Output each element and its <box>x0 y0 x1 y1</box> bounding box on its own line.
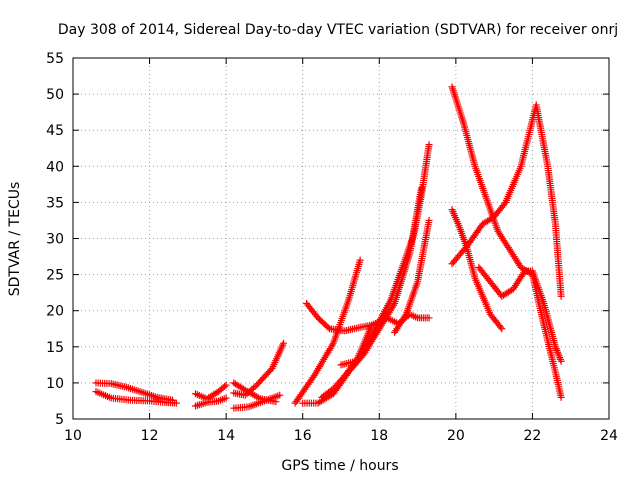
data-point <box>356 256 364 264</box>
series-arc-p <box>448 101 565 300</box>
plot-frame <box>72 57 610 420</box>
y-tick-label: 15 <box>46 340 64 356</box>
series-arc-g <box>230 379 280 406</box>
x-tick-label: 14 <box>217 428 235 444</box>
x-tick-label: 24 <box>600 428 618 444</box>
series-arc-n <box>448 206 506 333</box>
x-tick-label: 10 <box>64 428 82 444</box>
data-point <box>221 382 229 390</box>
data-point <box>172 399 180 407</box>
data-point <box>557 292 565 300</box>
series-arc-k <box>318 141 433 401</box>
series-arc-f <box>230 339 288 399</box>
data-point <box>240 385 248 393</box>
series-arc-d <box>192 394 230 410</box>
data-point <box>425 314 433 322</box>
series-arc-m <box>391 216 433 336</box>
data-point <box>324 323 332 331</box>
y-tick-label: 40 <box>46 159 64 175</box>
y-tick-label: 30 <box>46 232 64 248</box>
y-tick-label: 35 <box>46 195 64 211</box>
data-point <box>251 383 259 391</box>
data-point <box>500 200 508 208</box>
data-point <box>557 357 565 365</box>
y-tick-label: 20 <box>46 304 64 320</box>
y-tick-label: 5 <box>55 412 64 428</box>
x-tick-label: 20 <box>447 428 465 444</box>
y-tick-label: 50 <box>46 87 64 103</box>
y-tick-label: 55 <box>46 51 64 67</box>
data-series <box>92 83 565 412</box>
data-point <box>272 398 280 406</box>
series-arc-i <box>303 299 376 335</box>
series-arc-l <box>337 310 433 369</box>
y-tick-label: 25 <box>46 268 64 284</box>
data-point <box>425 216 433 224</box>
data-point <box>309 373 317 381</box>
data-point <box>497 323 505 331</box>
y-tick-label: 45 <box>46 123 64 139</box>
y-tick-label: 10 <box>46 376 64 392</box>
x-tick-label: 22 <box>524 428 542 444</box>
data-point <box>498 325 506 333</box>
data-point <box>280 339 288 347</box>
x-tick-label: 12 <box>141 428 159 444</box>
series-arc-c <box>192 381 230 403</box>
x-axis-label: GPS time / hours <box>281 458 398 474</box>
series-arc-b <box>92 388 180 407</box>
chart-title: Day 308 of 2014, Sidereal Day-to-day VTE… <box>58 22 618 38</box>
data-point <box>276 391 284 399</box>
x-tick-label: 18 <box>370 428 388 444</box>
data-point <box>557 393 565 401</box>
y-axis-label: SDTVAR / TECUs <box>7 182 23 297</box>
data-point <box>222 381 230 389</box>
series-arc-q <box>475 263 565 365</box>
data-point <box>222 394 230 402</box>
x-tick-label: 16 <box>294 428 312 444</box>
data-point <box>425 141 433 149</box>
